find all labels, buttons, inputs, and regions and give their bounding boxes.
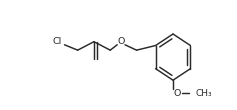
Text: O: O — [173, 89, 181, 98]
Text: Cl: Cl — [52, 37, 61, 46]
Text: CH₃: CH₃ — [196, 89, 212, 98]
Text: O: O — [117, 37, 125, 46]
